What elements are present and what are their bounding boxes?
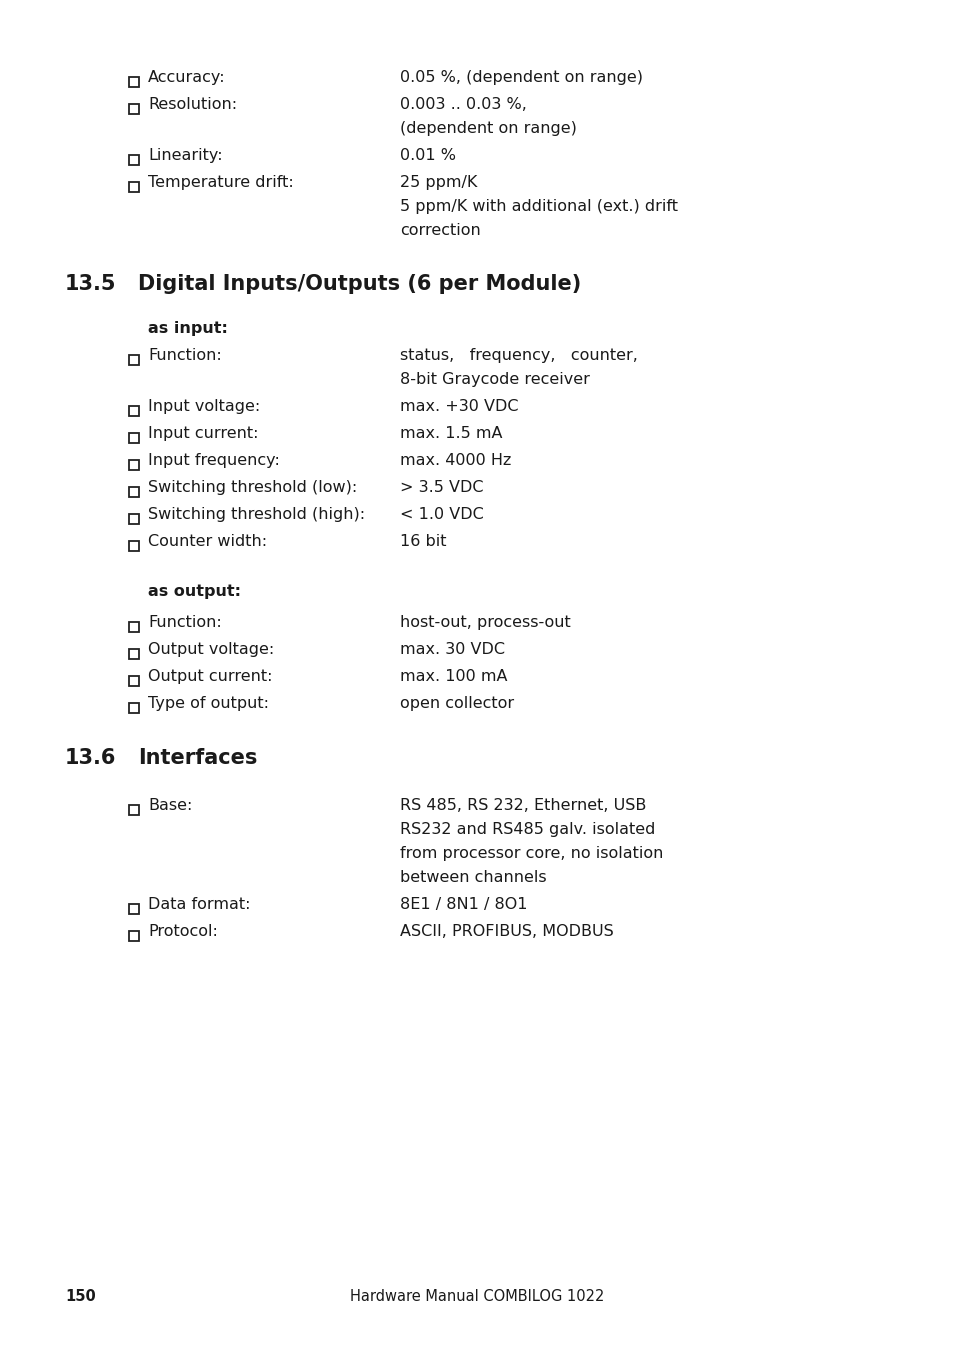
Bar	[129, 459, 139, 470]
Text: Output voltage:: Output voltage:	[148, 642, 274, 657]
Bar	[129, 154, 139, 165]
Text: max. 1.5 mA: max. 1.5 mA	[399, 426, 502, 440]
Text: 0.003 .. 0.03 %,: 0.003 .. 0.03 %,	[399, 97, 526, 112]
Text: Resolution:: Resolution:	[148, 97, 237, 112]
Bar	[129, 648, 139, 658]
Bar	[129, 540, 139, 550]
Text: status,   frequency,   counter,: status, frequency, counter,	[399, 349, 638, 363]
Bar	[129, 621, 139, 631]
Text: max. +30 VDC: max. +30 VDC	[399, 399, 518, 413]
Text: Switching threshold (high):: Switching threshold (high):	[148, 507, 365, 521]
Bar	[129, 804, 139, 815]
Text: (dependent on range): (dependent on range)	[399, 122, 577, 136]
Text: Linearity:: Linearity:	[148, 149, 222, 163]
Text: 150: 150	[65, 1289, 95, 1304]
Bar	[129, 104, 139, 113]
Bar	[129, 931, 139, 940]
Text: max. 30 VDC: max. 30 VDC	[399, 642, 504, 657]
Text: open collector: open collector	[399, 696, 514, 711]
Text: 0.01 %: 0.01 %	[399, 149, 456, 163]
Bar	[129, 486, 139, 497]
Text: max. 4000 Hz: max. 4000 Hz	[399, 453, 511, 467]
Bar	[129, 77, 139, 86]
Text: 5 ppm/K with additional (ext.) drift: 5 ppm/K with additional (ext.) drift	[399, 199, 678, 213]
Bar	[129, 405, 139, 416]
Bar	[129, 513, 139, 523]
Bar	[129, 703, 139, 712]
Text: Input current:: Input current:	[148, 426, 258, 440]
Text: 0.05 %, (dependent on range): 0.05 %, (dependent on range)	[399, 70, 642, 85]
Bar	[129, 354, 139, 365]
Text: between channels: between channels	[399, 870, 546, 885]
Text: Base:: Base:	[148, 798, 193, 813]
Text: 13.6: 13.6	[65, 748, 116, 767]
Text: Input voltage:: Input voltage:	[148, 399, 260, 413]
Bar	[129, 181, 139, 192]
Text: correction: correction	[399, 223, 480, 238]
Text: 8-bit Graycode receiver: 8-bit Graycode receiver	[399, 372, 589, 386]
Text: as output:: as output:	[148, 584, 241, 598]
Text: max. 100 mA: max. 100 mA	[399, 669, 507, 684]
Text: 25 ppm/K: 25 ppm/K	[399, 176, 476, 190]
Text: Function:: Function:	[148, 349, 221, 363]
Text: Data format:: Data format:	[148, 897, 251, 912]
Text: Switching threshold (low):: Switching threshold (low):	[148, 480, 356, 494]
Text: 13.5: 13.5	[65, 274, 116, 295]
Text: Counter width:: Counter width:	[148, 534, 267, 549]
Bar	[129, 676, 139, 685]
Text: Function:: Function:	[148, 615, 221, 630]
Text: Accuracy:: Accuracy:	[148, 70, 226, 85]
Text: RS 485, RS 232, Ethernet, USB: RS 485, RS 232, Ethernet, USB	[399, 798, 646, 813]
Text: Type of output:: Type of output:	[148, 696, 269, 711]
Text: Digital Inputs/Outputs (6 per Module): Digital Inputs/Outputs (6 per Module)	[138, 274, 580, 295]
Text: Input frequency:: Input frequency:	[148, 453, 279, 467]
Text: RS232 and RS485 galv. isolated: RS232 and RS485 galv. isolated	[399, 821, 655, 838]
Bar	[129, 432, 139, 443]
Text: > 3.5 VDC: > 3.5 VDC	[399, 480, 483, 494]
Text: from processor core, no isolation: from processor core, no isolation	[399, 846, 662, 861]
Text: Temperature drift:: Temperature drift:	[148, 176, 294, 190]
Text: Protocol:: Protocol:	[148, 924, 217, 939]
Text: 16 bit: 16 bit	[399, 534, 446, 549]
Text: < 1.0 VDC: < 1.0 VDC	[399, 507, 483, 521]
Text: host-out, process-out: host-out, process-out	[399, 615, 570, 630]
Bar	[129, 904, 139, 913]
Text: Output current:: Output current:	[148, 669, 273, 684]
Text: as input:: as input:	[148, 322, 228, 336]
Text: ASCII, PROFIBUS, MODBUS: ASCII, PROFIBUS, MODBUS	[399, 924, 613, 939]
Text: 8E1 / 8N1 / 8O1: 8E1 / 8N1 / 8O1	[399, 897, 527, 912]
Text: Interfaces: Interfaces	[138, 748, 257, 767]
Text: Hardware Manual COMBILOG 1022: Hardware Manual COMBILOG 1022	[350, 1289, 603, 1304]
